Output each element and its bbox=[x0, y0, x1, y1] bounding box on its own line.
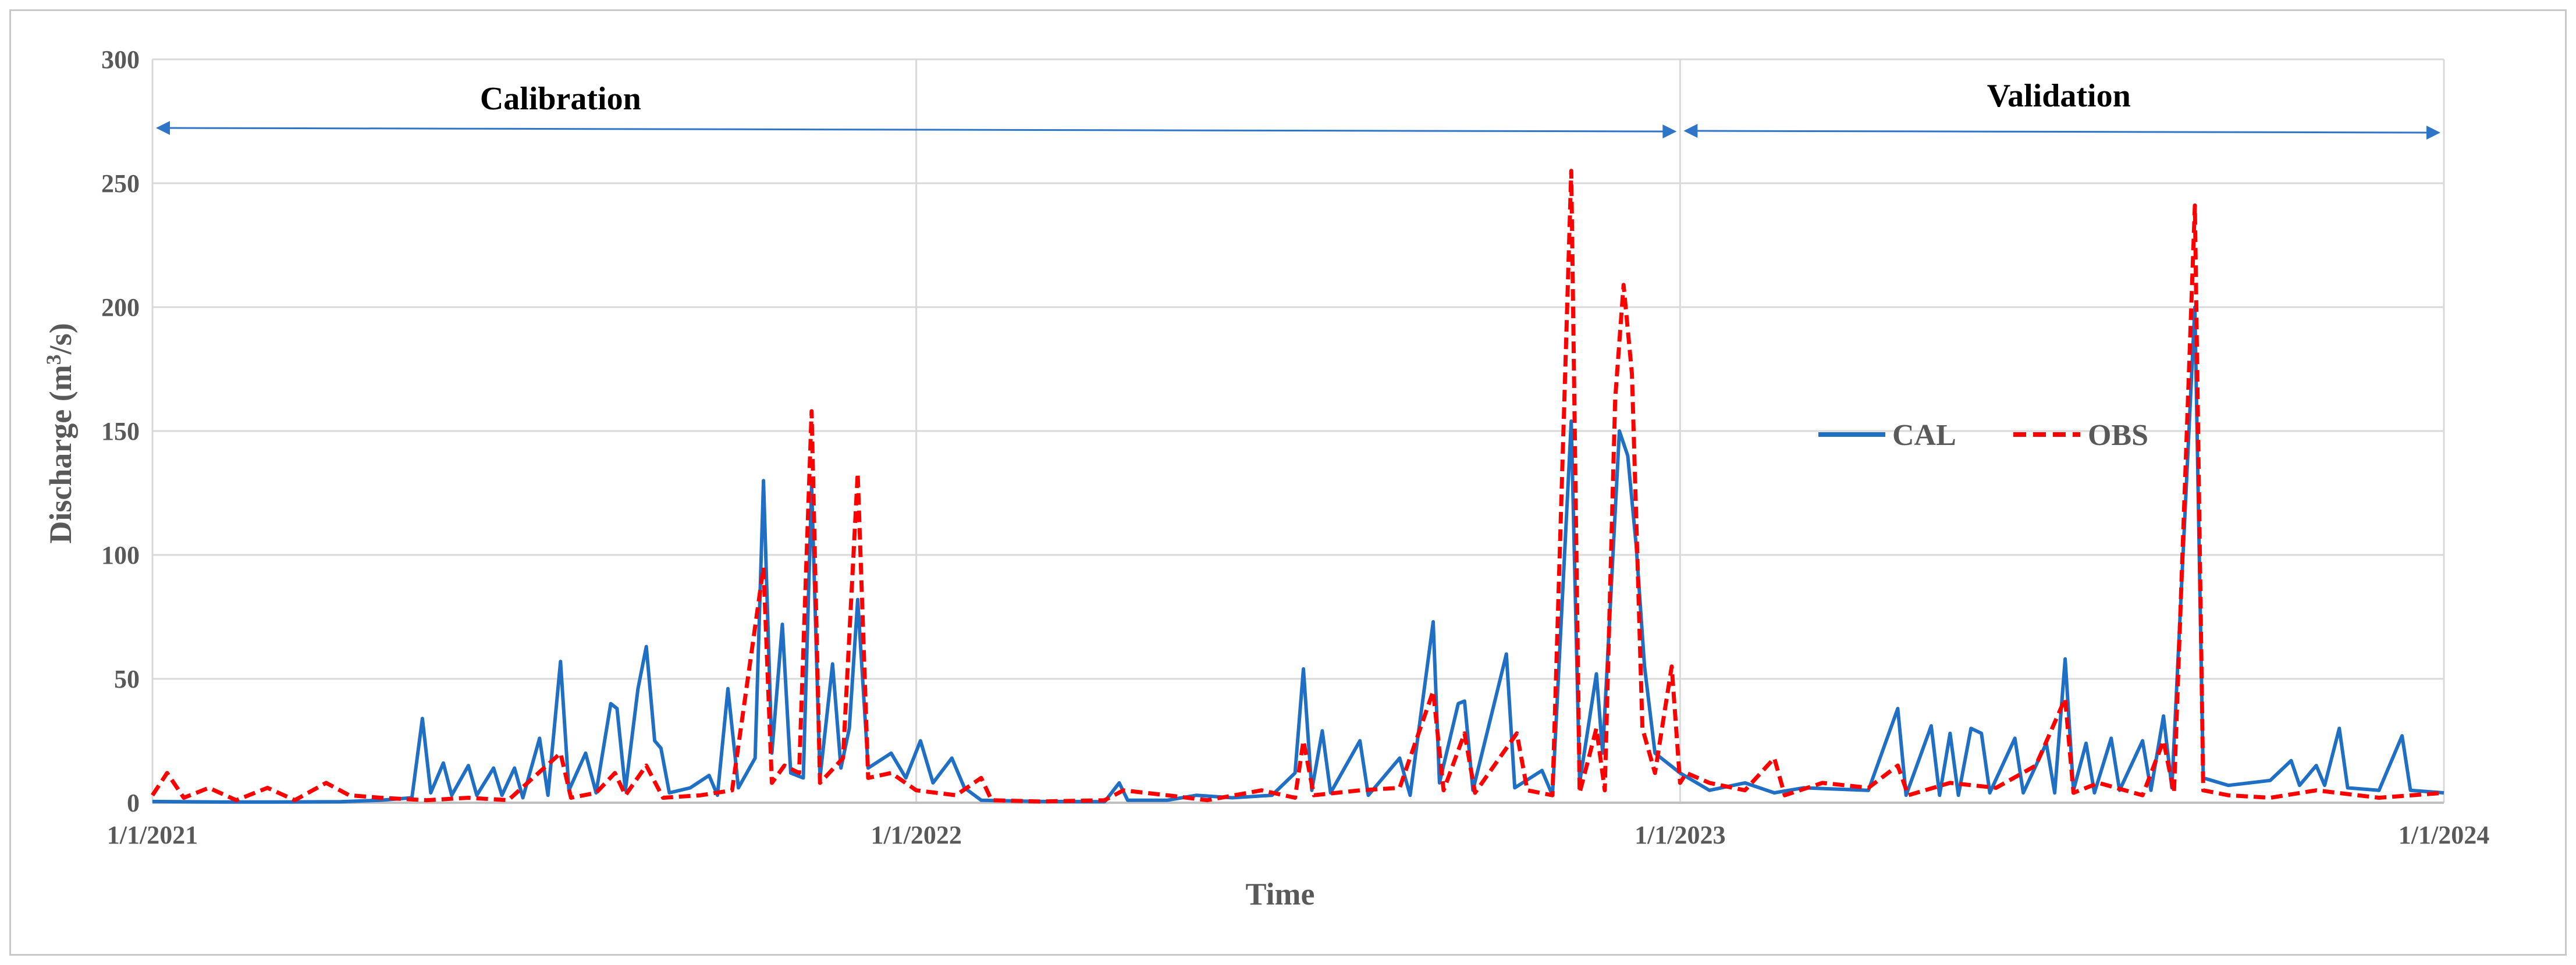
y-tick-label: 0 bbox=[127, 789, 140, 817]
period-label: Calibration bbox=[480, 81, 641, 117]
series-lines bbox=[151, 169, 2444, 804]
legend-cal-label: CAL bbox=[1892, 419, 1956, 452]
legend: CAL OBS bbox=[1818, 419, 2148, 452]
period-arrow-head-right bbox=[2426, 126, 2440, 140]
y-axis-title-main: Discharge (m bbox=[43, 365, 78, 543]
period-label: Validation bbox=[1987, 78, 2131, 114]
y-tick-label: 250 bbox=[101, 169, 140, 198]
x-tick-label: 1/1/2022 bbox=[870, 821, 961, 849]
period-annotations: Calibration Validation bbox=[156, 78, 2440, 140]
y-tick-label: 50 bbox=[114, 665, 140, 693]
y-axis-title-sup: 3 bbox=[42, 354, 65, 365]
period-arrow-head-left bbox=[156, 121, 170, 135]
x-tick-labels: 1/1/2021 1/1/2022 1/1/2023 1/1/2024 bbox=[107, 821, 2489, 849]
series-line-obs bbox=[151, 169, 2444, 804]
x-axis-title: Time bbox=[1246, 877, 1315, 911]
y-axis-title: Discharge (m3/s) bbox=[42, 323, 78, 543]
period-arrow-head-left bbox=[1683, 124, 1698, 138]
y-tick-label: 100 bbox=[101, 541, 140, 569]
grid-lines bbox=[151, 58, 2445, 804]
y-tick-labels: 0 50 100 150 200 250 300 bbox=[101, 45, 140, 817]
y-tick-label: 150 bbox=[101, 417, 140, 446]
period-arrow-line bbox=[166, 127, 1667, 133]
period-arrow-head-right bbox=[1662, 124, 1677, 138]
legend-obs-label: OBS bbox=[2088, 419, 2148, 452]
y-axis-title-tail: /s) bbox=[43, 323, 78, 355]
y-tick-label: 200 bbox=[101, 293, 140, 322]
x-tick-label: 1/1/2023 bbox=[1635, 821, 1725, 849]
x-tick-label: 1/1/2021 bbox=[107, 821, 198, 849]
y-tick-label: 300 bbox=[101, 45, 140, 74]
period-arrow-line bbox=[1694, 130, 2431, 134]
x-tick-label: 1/1/2024 bbox=[2399, 821, 2489, 849]
